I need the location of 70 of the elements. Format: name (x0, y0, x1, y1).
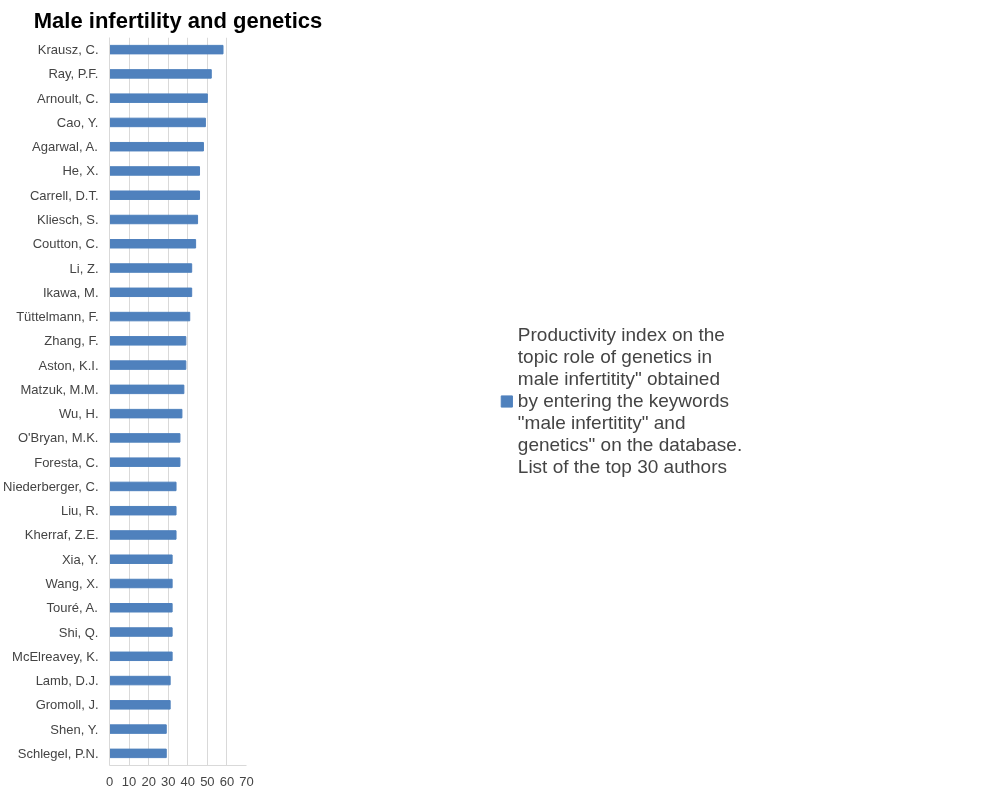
y-tick-label: Niederberger, C. (3, 478, 99, 494)
y-tick-label: Arnoult, C. (37, 90, 99, 106)
y-tick-label: Touré, A. (46, 600, 98, 616)
y-tick-label: Lamb, D.J. (35, 673, 99, 689)
y-tick-label: McElreavey, K. (12, 648, 99, 664)
bar (109, 651, 173, 662)
bar (109, 627, 173, 637)
x-tick-label: 70 (239, 773, 254, 789)
bar (109, 675, 171, 686)
y-tick-label: Zhang, F. (44, 333, 99, 349)
y-tick-label: Kherraf, Z.E. (24, 527, 99, 543)
legend-label: Productivity index on the topic role of genetics in male infertitity" obtained by entering the keywords "male infertitity" and genetics" on the database. List of the top 30 authors (517, 324, 743, 478)
bar (109, 141, 204, 152)
y-tick-label: He, X. (62, 163, 99, 179)
bar (109, 311, 191, 322)
bar (109, 287, 193, 298)
x-tick-label: 50 (200, 773, 215, 789)
y-tick-label: Krausz, C. (37, 42, 99, 58)
y-tick-label: Xia, Y. (61, 551, 99, 567)
y-tick-label: Agarwal, A. (32, 139, 98, 155)
bar (109, 336, 187, 346)
x-tick-label: 60 (219, 773, 235, 789)
bar (109, 603, 173, 613)
bar (109, 578, 173, 589)
y-tick-label: Tüttelmann, F. (16, 309, 99, 325)
y-tick-label: Aston, K.I. (38, 357, 99, 373)
bar (109, 44, 224, 55)
bar (109, 214, 199, 225)
bar (109, 724, 167, 734)
bar (109, 166, 201, 176)
y-tick-label: Ray, P.F. (48, 66, 99, 82)
y-tick-label: Shen, Y. (50, 721, 99, 737)
y-tick-label: Schlegel, P.N. (17, 745, 99, 761)
bar (109, 748, 167, 759)
bar (109, 384, 185, 395)
y-tick-label: Coutton, C. (32, 236, 99, 252)
x-tick-label: 10 (121, 773, 137, 789)
x-tick-label: 20 (141, 773, 156, 789)
bar (109, 481, 177, 492)
bar (109, 69, 212, 79)
y-tick-label: Wang, X. (45, 576, 99, 591)
y-tick-label: Shi, Q. (58, 624, 99, 640)
x-tick-label: 30 (160, 773, 176, 789)
bar (109, 700, 171, 710)
y-tick-label: Cao, Y. (56, 114, 99, 130)
bar (109, 190, 201, 200)
bar (109, 360, 187, 370)
bar (109, 408, 183, 419)
y-tick-label: Kliesch, S. (37, 212, 99, 227)
bar (109, 530, 177, 540)
y-tick-label: Matzuk, M.M. (20, 381, 99, 397)
y-tick-label: Wu, H. (59, 406, 99, 422)
y-tick-label: Gromoll, J. (35, 697, 99, 713)
x-tick-label: 0 (105, 773, 114, 789)
y-tick-label: Carrell, D.T. (29, 187, 99, 203)
bar (109, 505, 177, 516)
bar (109, 433, 181, 443)
bar (109, 263, 193, 273)
y-tick-label: O'Bryan, M.K. (18, 430, 99, 446)
y-tick-label: Foresta, C. (34, 454, 99, 470)
x-tick-label: 40 (180, 773, 196, 789)
bar (109, 117, 206, 128)
bar (109, 457, 181, 467)
y-tick-label: Li, Z. (69, 260, 99, 276)
chart-title: Male infertility and genetics (33, 7, 323, 33)
y-tick-label: Ikawa, M. (42, 284, 99, 300)
bar (109, 239, 197, 249)
bar (109, 93, 208, 103)
y-tick-label: Liu, R. (60, 503, 99, 519)
bar (109, 554, 173, 564)
